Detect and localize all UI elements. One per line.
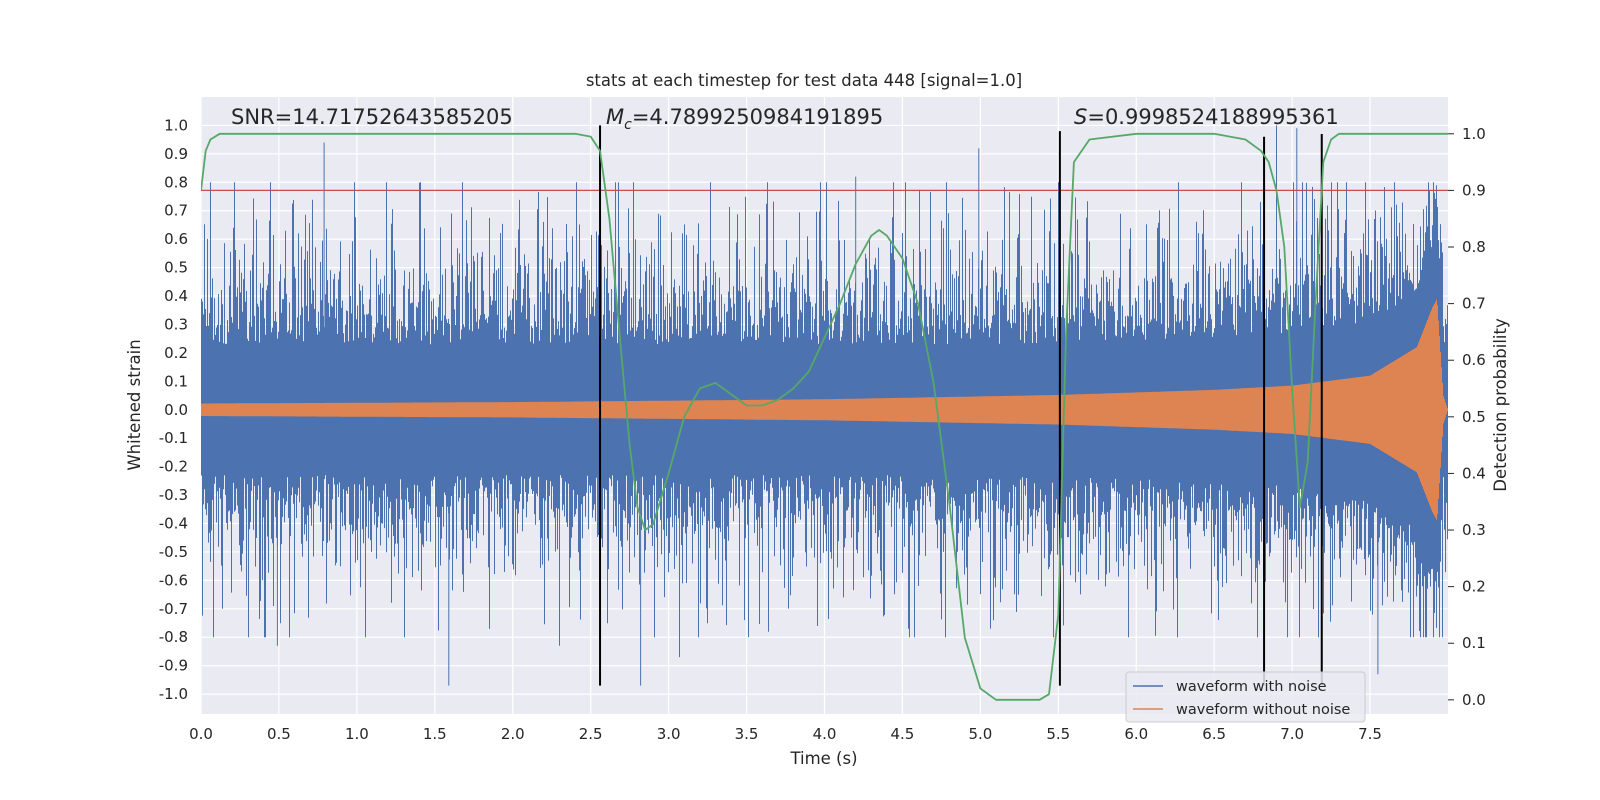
score-annotation: S=0.9998524188995361: [1074, 105, 1339, 129]
y-left-tick-label: -0.3: [159, 486, 188, 504]
legend-box: [1125, 671, 1366, 723]
y-left-tick-label: -0.4: [159, 514, 188, 532]
x-tick-label: 5.0: [968, 725, 992, 743]
y-left-tick-label: 0.2: [164, 344, 188, 362]
x-tick-label: 0.5: [267, 725, 291, 743]
y-left-tick-labels: 1.0 0.9 0.8 0.7 0.6 0.5 0.4 0.3 0.2 0.1 0.0 -0.1 -0.…: [159, 116, 188, 703]
y-right-tick-label: 0.2: [1462, 578, 1486, 596]
x-tick-label: 1.5: [423, 725, 447, 743]
y-left-tick-label: 0.5: [164, 259, 188, 277]
x-tick-label: 2.0: [501, 725, 525, 743]
y-right-tick-label: 0.6: [1462, 351, 1486, 369]
x-tick-label: 6.0: [1124, 725, 1148, 743]
x-tick-label: 5.5: [1046, 725, 1070, 743]
mc-value: =4.7899250984191895: [632, 105, 883, 129]
y-right-tick-label: 0.0: [1462, 691, 1486, 709]
y-right-tick-label: 0.4: [1462, 464, 1486, 482]
s-value: =0.9998524188995361: [1087, 105, 1338, 129]
legend-label-no-noise: waveform without noise: [1176, 702, 1350, 718]
x-tick-label: 7.5: [1358, 725, 1382, 743]
x-tick-labels: 0.0 0.5 1.0 1.5 2.0 2.5 3.0 3.5 4.0 4.5 5.0 5.5 6.0 6…: [189, 725, 1382, 743]
y-left-tick-label: 0.7: [164, 202, 188, 220]
s-symbol: S: [1074, 105, 1087, 129]
snr-annotation: SNR=14.71752643585205: [231, 105, 513, 129]
chart-title: stats at each timestep for test data 448…: [586, 71, 1022, 90]
legend: waveform with noise waveform without noi…: [1125, 671, 1366, 723]
y-right-tick-label: 0.5: [1462, 408, 1486, 426]
x-tick-label: 4.5: [891, 725, 915, 743]
x-tick-label: 0.0: [189, 725, 213, 743]
y-left-tick-label: 0.8: [164, 173, 188, 191]
y-left-tick-label: 0.3: [164, 315, 188, 333]
y-right-axis-label: Detection probability: [1491, 318, 1510, 492]
x-tick-label: 1.0: [345, 725, 369, 743]
x-tick-label: 6.5: [1202, 725, 1226, 743]
y-right-tick-label: 0.8: [1462, 238, 1486, 256]
mc-subscript: c: [624, 117, 632, 133]
x-tick-label: 3.0: [657, 725, 681, 743]
legend-label-noise: waveform with noise: [1176, 679, 1327, 695]
y-left-tick-label: -0.2: [159, 458, 188, 476]
x-tick-label: 3.5: [735, 725, 759, 743]
x-axis-label: Time (s): [789, 749, 857, 768]
y-left-axis-label: Whitened strain: [125, 339, 144, 470]
y-left-tick-label: -0.8: [159, 628, 188, 646]
y-left-tick-label: -0.5: [159, 543, 188, 561]
vertical-markers: [599, 125, 1323, 686]
y-left-tick-label: 0.6: [164, 230, 188, 248]
y-right-tick-label: 0.1: [1462, 634, 1486, 652]
y-right-tick-label: 1.0: [1462, 125, 1486, 143]
y-left-tick-label: -0.7: [159, 600, 188, 618]
y-left-tick-label: -0.1: [159, 429, 188, 447]
series-detection-probability: [201, 132, 1448, 701]
y-right-tick-label: 0.3: [1462, 521, 1486, 539]
y-left-tick-label: 0.9: [164, 145, 188, 163]
y-right-tick-label: 0.9: [1462, 181, 1486, 199]
y-left-tick-label: 0.4: [164, 287, 188, 305]
x-tick-label: 7.0: [1280, 725, 1304, 743]
y-left-tick-label: -0.6: [159, 571, 188, 589]
mc-symbol: M: [606, 105, 624, 129]
y-left-tick-label: 0.0: [164, 401, 188, 419]
x-tick-label: 4.0: [813, 725, 837, 743]
x-tick-label: 2.5: [579, 725, 603, 743]
y-left-tick-label: 0.1: [164, 372, 188, 390]
y-right-tick-label: 0.7: [1462, 295, 1486, 313]
y-left-tick-label: -0.9: [159, 657, 188, 675]
y-left-tick-label: -1.0: [159, 685, 188, 703]
y-right-tick-labels: 1.0 0.9 0.8 0.7 0.6 0.5 0.4 0.3 0.2 0.1 0.0: [1448, 125, 1486, 709]
chirp-mass-annotation: Mc=4.7899250984191895: [606, 105, 883, 133]
y-left-tick-label: 1.0: [164, 116, 188, 134]
